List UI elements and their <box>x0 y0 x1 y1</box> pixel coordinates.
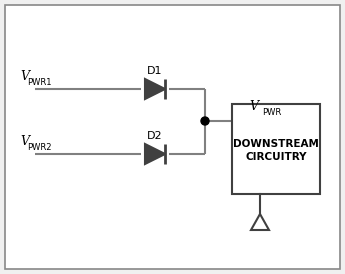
Text: D1: D1 <box>147 66 163 76</box>
Circle shape <box>201 117 209 125</box>
Text: D2: D2 <box>147 131 163 141</box>
Text: DOWNSTREAM: DOWNSTREAM <box>233 139 319 149</box>
Text: PWR: PWR <box>262 108 281 117</box>
Bar <box>232 104 320 194</box>
Polygon shape <box>251 214 269 230</box>
Text: V: V <box>20 70 29 83</box>
Polygon shape <box>145 144 165 164</box>
Text: PWR2: PWR2 <box>27 143 51 152</box>
Text: V: V <box>249 100 258 113</box>
Text: V: V <box>20 135 29 148</box>
Text: PWR1: PWR1 <box>27 78 51 87</box>
Text: CIRCUITRY: CIRCUITRY <box>245 152 307 162</box>
Polygon shape <box>145 79 165 99</box>
